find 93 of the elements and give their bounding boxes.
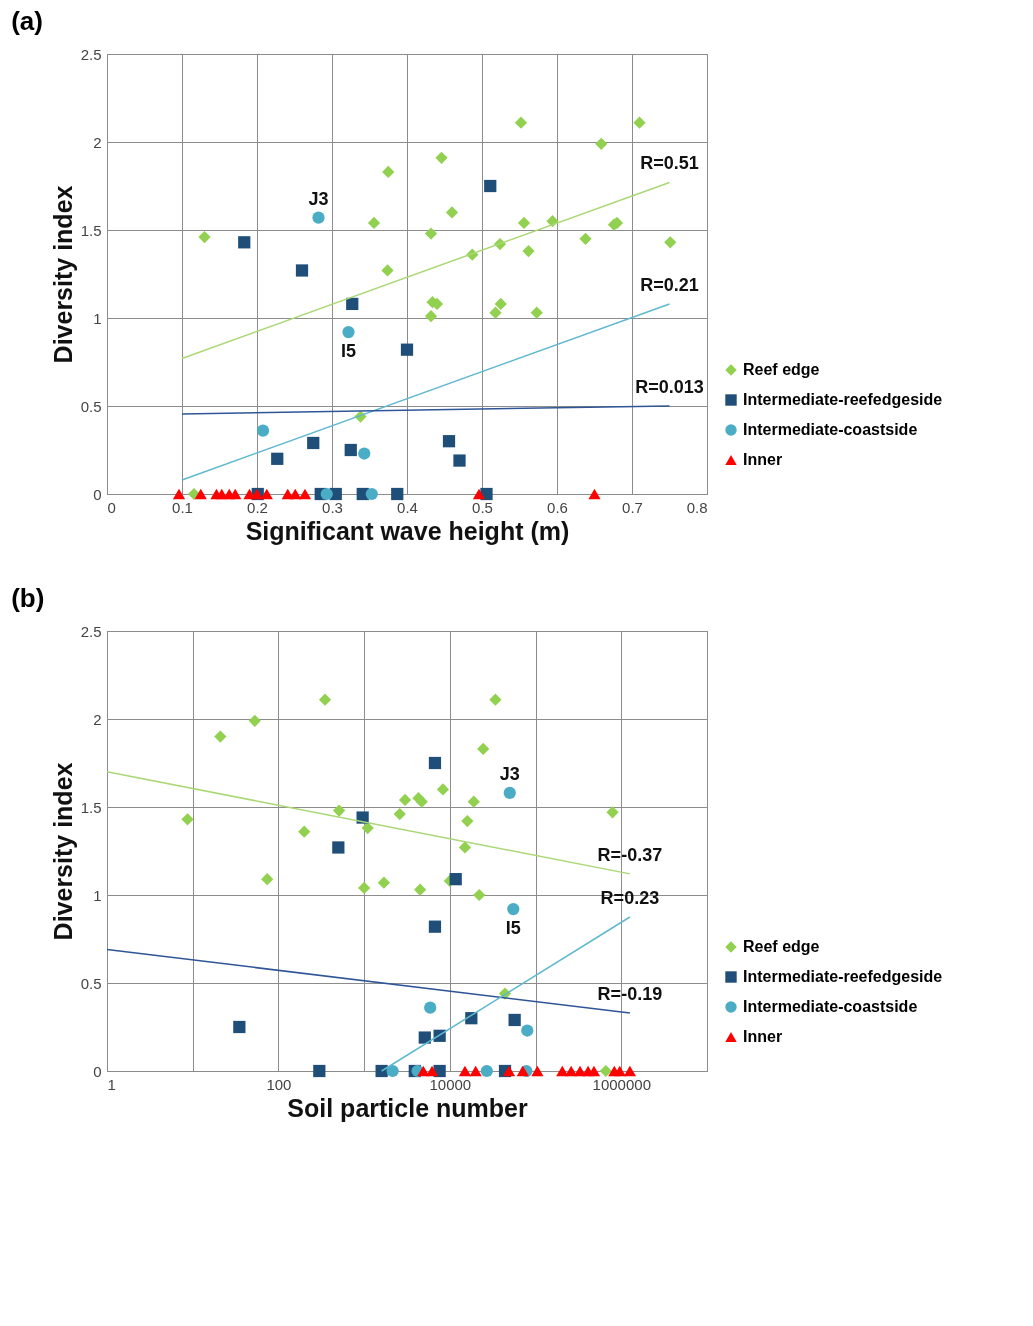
y-tick-label: 2.5 <box>80 622 102 640</box>
annotation: R=0.013 <box>635 377 704 397</box>
point <box>260 488 273 500</box>
legend-label: Intermediate-reefedgeside <box>743 968 943 985</box>
point <box>358 447 371 460</box>
y-tick-label: 1 <box>93 309 102 327</box>
y-tick-label: 2 <box>93 710 102 728</box>
legend-label: Intermediate-reefedgeside <box>743 391 943 408</box>
y-tick-label: 0 <box>93 1062 102 1080</box>
x-tick-label: 0.1 <box>172 498 193 516</box>
y-tick-label: 1.5 <box>80 221 102 239</box>
annotation: J3 <box>308 188 329 209</box>
x-tick-label: 100 <box>266 1075 292 1093</box>
legend-label: Inner <box>743 1028 783 1045</box>
point <box>579 232 592 245</box>
point <box>194 488 207 500</box>
legend-label: Reef edge <box>743 361 820 378</box>
point <box>381 264 394 277</box>
point <box>595 137 608 150</box>
point <box>633 116 646 129</box>
point <box>494 297 507 311</box>
point <box>187 487 201 501</box>
point <box>289 488 302 500</box>
point <box>588 488 601 500</box>
point <box>307 436 320 450</box>
point <box>298 488 312 500</box>
y-tick-label: 0.5 <box>80 397 102 415</box>
point <box>530 306 543 319</box>
point <box>445 206 459 219</box>
legend-label: Reef edge <box>743 938 820 955</box>
y-axis-title: Diversity index <box>48 762 77 941</box>
annotation: I5 <box>340 341 357 362</box>
point <box>522 245 535 258</box>
annotation: R=0.21 <box>640 274 699 295</box>
y-tick-label: 2.5 <box>80 45 102 63</box>
legend-label: Intermediate-coastside <box>743 421 918 438</box>
x-tick-label: 0.3 <box>322 498 343 516</box>
point <box>229 488 242 500</box>
point <box>514 116 528 129</box>
point <box>400 343 414 356</box>
point <box>517 216 531 230</box>
point <box>256 424 270 437</box>
point <box>172 488 186 500</box>
point <box>346 297 359 311</box>
x-tick-label: 0.8 <box>686 498 708 516</box>
annotation: R=0.51 <box>640 153 699 174</box>
y-tick-label: 2 <box>93 133 102 151</box>
x-tick-label: 0.2 <box>247 498 268 516</box>
x-tick-label: 0 <box>107 498 116 516</box>
point <box>489 306 502 319</box>
annotation: R=-0.19 <box>597 983 663 1004</box>
point <box>238 236 251 249</box>
x-tick-label: 1000000 <box>592 1075 651 1093</box>
annotation: I5 <box>505 918 521 939</box>
point <box>365 487 378 501</box>
point <box>295 264 309 277</box>
point <box>342 325 355 339</box>
annotation: J3 <box>499 763 520 784</box>
point <box>271 452 284 465</box>
x-tick-label: 0.4 <box>397 498 418 516</box>
annotation: R=0.23 <box>600 888 660 908</box>
point <box>424 227 438 240</box>
y-axis-title: Diversity index <box>48 185 77 364</box>
point <box>472 488 486 500</box>
x-tick-label: 0.6 <box>547 498 568 516</box>
point <box>382 165 395 179</box>
point <box>344 443 357 457</box>
chart-title: (a) <box>11 6 43 36</box>
x-axis-title: Soil particle number <box>287 1093 528 1122</box>
x-tick-label: 0.5 <box>472 498 493 516</box>
point <box>453 454 466 467</box>
legend-label: Inner <box>743 451 783 468</box>
x-tick-label: 10000 <box>429 1075 472 1093</box>
point <box>435 151 448 164</box>
point <box>664 236 677 249</box>
point <box>424 310 438 323</box>
x-tick-label: 0.7 <box>622 498 643 516</box>
chart-title: (b) <box>11 583 45 613</box>
y-tick-label: 1.5 <box>80 798 102 816</box>
point <box>198 230 211 244</box>
point <box>442 435 456 448</box>
x-tick-label: 1 <box>107 1075 116 1093</box>
point <box>320 487 333 501</box>
y-tick-label: 0.5 <box>80 974 102 992</box>
point <box>391 487 404 501</box>
point <box>312 211 325 224</box>
x-axis-title: Significant wave height (m) <box>245 516 570 545</box>
y-tick-label: 1 <box>93 886 102 904</box>
y-tick-label: 0 <box>93 485 102 503</box>
point <box>367 216 381 230</box>
annotation: R=-0.37 <box>597 844 663 865</box>
legend-label: Intermediate-coastside <box>743 998 918 1015</box>
point <box>484 179 497 193</box>
